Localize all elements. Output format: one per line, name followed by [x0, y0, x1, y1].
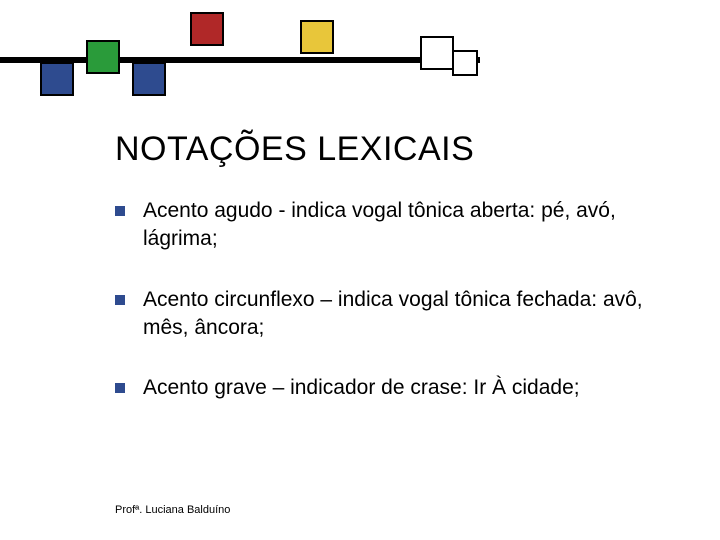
deco-square: [420, 36, 454, 70]
deco-square: [300, 20, 334, 54]
bullet-marker-icon: [115, 206, 125, 216]
bullet-text: Acento circunflexo – indica vogal tônica…: [143, 286, 675, 343]
deco-square: [40, 62, 74, 96]
deco-square: [190, 12, 224, 46]
bullet-text: Acento grave – indicador de crase: Ir À …: [143, 374, 580, 402]
header-decoration: [0, 0, 720, 110]
bullet-item: Acento agudo - indica vogal tônica abert…: [115, 197, 675, 254]
slide-title: NOTAÇÕES LEXICAIS: [115, 130, 675, 169]
bullet-item: Acento circunflexo – indica vogal tônica…: [115, 286, 675, 343]
bullet-text: Acento agudo - indica vogal tônica abert…: [143, 197, 675, 254]
bullet-marker-icon: [115, 295, 125, 305]
bullet-list: Acento agudo - indica vogal tônica abert…: [115, 197, 675, 403]
deco-square: [86, 40, 120, 74]
deco-square: [132, 62, 166, 96]
deco-square: [452, 50, 478, 76]
slide-footer: Profª. Luciana Balduíno: [115, 504, 230, 516]
bullet-item: Acento grave – indicador de crase: Ir À …: [115, 374, 675, 402]
bullet-marker-icon: [115, 383, 125, 393]
slide-content: NOTAÇÕES LEXICAIS Acento agudo - indica …: [115, 130, 675, 435]
